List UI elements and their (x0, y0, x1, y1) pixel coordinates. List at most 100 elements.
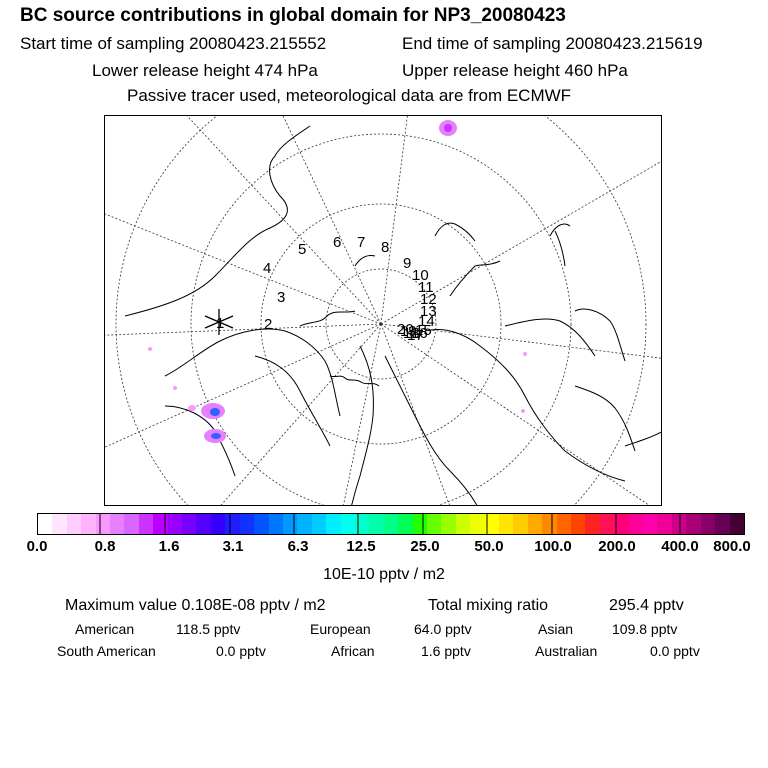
tracer-note: Passive tracer used, meteorological data… (127, 86, 572, 105)
colorbar-cell (124, 514, 139, 534)
region-value: 109.8 pptv (612, 621, 678, 637)
colorbar-cell (571, 514, 586, 534)
figure-title: BC source contributions in global domain… (20, 5, 566, 26)
colorbar-cell (470, 514, 485, 534)
colorbar-cell (196, 514, 211, 534)
colorbar-cell (383, 514, 399, 534)
latitude-circles (115, 116, 647, 505)
trajectory-label: 11 (418, 279, 434, 296)
trajectory-label: 9 (403, 255, 411, 272)
colorbar-cell (268, 514, 283, 534)
region-name: American (75, 621, 135, 637)
total-mixing-label: Total mixing ratio (428, 597, 549, 614)
colorbar-cell (441, 514, 456, 534)
colorbar-cell (167, 514, 183, 534)
colorbar-tick: 400.0 (661, 538, 699, 555)
trajectory-label: 5 (298, 241, 306, 258)
region-name: European (310, 621, 371, 637)
trajectory-label: 14 (418, 313, 435, 330)
colorbar-cell (153, 514, 168, 534)
colorbar-cell (254, 514, 269, 534)
trajectory-labels: 1 2 3 4 5 6 7 8 9 10 11 12 13 14 15 16 1… (216, 234, 437, 344)
colorbar-tick: 800.0 (713, 538, 751, 555)
colorbar-tick: 100.0 (534, 538, 572, 555)
region-name: Australian (535, 643, 598, 659)
colorbar-cell (239, 514, 255, 534)
colorbar-cell (599, 514, 615, 534)
colorbar-cell (426, 514, 442, 534)
colorbar-cell (38, 514, 53, 534)
colorbar-cell (628, 514, 644, 534)
colorbar-cell (340, 514, 355, 534)
start-time: Start time of sampling 20080423.215552 (20, 34, 327, 53)
colorbar-tick: 3.1 (222, 538, 244, 555)
region-value: 0.0 pptv (216, 643, 266, 659)
colorbar-cell (455, 514, 471, 534)
colorbar-tick: 0.0 (26, 538, 48, 555)
region-name: South American (57, 643, 156, 659)
colorbar-cell (643, 514, 658, 534)
colorbar-cell (614, 514, 629, 534)
colorbar-cell (369, 514, 384, 534)
region-value: 64.0 pptv (414, 621, 472, 637)
colorbar-cell (326, 514, 341, 534)
region-name: Asian (538, 621, 574, 637)
coastlines (124, 125, 661, 505)
trajectory-label: 12 (420, 291, 437, 308)
colorbar-cell (66, 514, 82, 534)
colorbar-cell (513, 514, 528, 534)
region-name: African (331, 643, 375, 659)
colorbar-dividers (99, 513, 681, 535)
colorbar-cell (354, 514, 370, 534)
meridians (105, 116, 661, 505)
colorbar-cell (138, 514, 154, 534)
map-frame: 1 2 3 4 5 6 7 8 9 10 11 12 13 14 15 16 1… (104, 115, 662, 506)
colorbar-tick: 0.8 (94, 538, 116, 555)
colorbar-cell (110, 514, 125, 534)
colorbar-cell (527, 514, 543, 534)
trajectory-label: 7 (357, 234, 365, 251)
total-mixing-value: 295.4 pptv (609, 597, 684, 614)
colorbar-cell (484, 514, 499, 534)
colorbar-cell (311, 514, 327, 534)
colorbar-cell (210, 514, 226, 534)
trajectory-label: 6 (333, 234, 341, 251)
colorbar-tick: 200.0 (598, 538, 636, 555)
trajectory-label: 16 (411, 325, 428, 342)
colorbar-cell (542, 514, 557, 534)
colorbar-unit: 10E-10 pptv / m2 (323, 566, 445, 583)
trajectory-label: 3 (277, 289, 285, 306)
colorbar-cell (585, 514, 600, 534)
trajectory-label: 8 (381, 239, 389, 256)
colorbar-cell (182, 514, 197, 534)
trajectory-label: 13 (420, 303, 437, 320)
region-value: 1.6 pptv (421, 643, 471, 659)
release-point (204, 309, 234, 335)
colorbar-cell (671, 514, 687, 534)
colorbar-cell (715, 514, 730, 534)
max-value: Maximum value 0.108E-08 pptv / m2 (65, 597, 326, 614)
colorbar-cell (729, 514, 744, 534)
region-value: 0.0 pptv (650, 643, 700, 659)
trajectory-label: 17 (407, 327, 424, 344)
trajectory-label: 19 (400, 323, 417, 340)
trajectory-label: 18 (403, 325, 420, 342)
trajectory-label: 4 (263, 260, 271, 277)
concentration-plumes (148, 120, 527, 443)
trajectory-label: 20 (397, 321, 414, 338)
colorbar-tick: 50.0 (474, 538, 504, 555)
colorbar-tick: 25.0 (410, 538, 440, 555)
trajectory-label: 1 (216, 315, 224, 332)
colorbar-tick: 12.5 (346, 538, 376, 555)
colorbar (37, 513, 745, 535)
colorbar-cell (686, 514, 701, 534)
trajectory-label: 15 (415, 322, 432, 339)
colorbar-cell (95, 514, 111, 534)
colorbar-cell (398, 514, 413, 534)
colorbar-cell (556, 514, 572, 534)
upper-release-height: Upper release height 460 hPa (402, 61, 628, 80)
colorbar-tick: 1.6 (158, 538, 180, 555)
colorbar-cell (81, 514, 96, 534)
colorbar-cell (225, 514, 240, 534)
